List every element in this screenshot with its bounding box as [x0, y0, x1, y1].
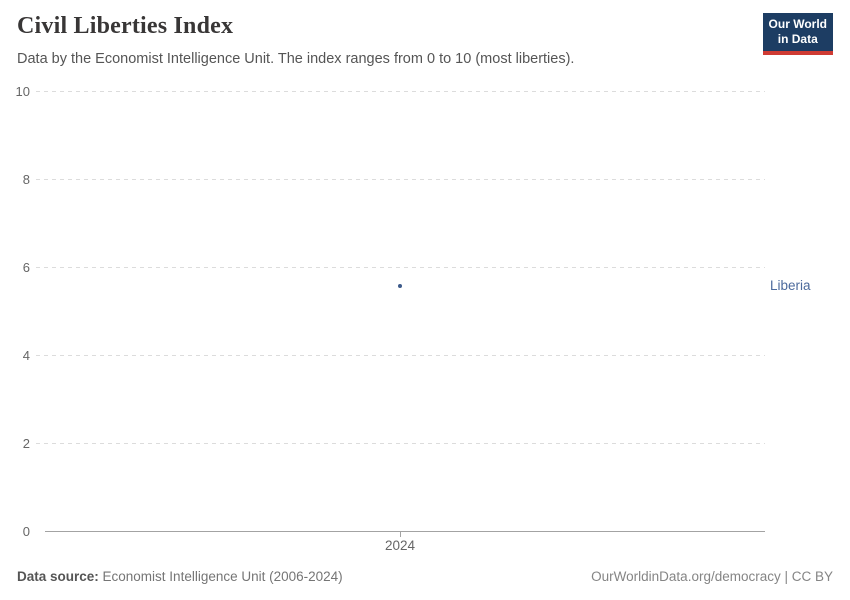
y-axis-tick-label: 8	[22, 171, 30, 187]
y-axis-tick-label: 4	[22, 347, 30, 363]
y-axis-tick-label: 6	[22, 259, 30, 275]
footer-license-link[interactable]: OurWorldinData.org/democracy | CC BY	[591, 569, 833, 584]
gridline	[36, 355, 765, 356]
owid-logo-line2: in Data	[777, 32, 818, 46]
gridline	[36, 267, 765, 268]
x-axis-tick	[400, 532, 401, 537]
chart-title: Civil Liberties Index	[17, 13, 234, 39]
x-axis-tick-label: 2024	[384, 538, 416, 553]
gridline	[36, 91, 765, 92]
data-source-note: Data source: Economist Intelligence Unit…	[17, 569, 343, 584]
data-source-text: Economist Intelligence Unit (2006-2024)	[98, 569, 343, 584]
y-axis-tick-label: 2	[22, 435, 30, 451]
data-source-label: Data source:	[17, 569, 99, 584]
gridline	[36, 443, 765, 444]
y-axis-tick-label: 0	[22, 523, 30, 539]
x-axis-line	[45, 531, 765, 532]
chart-subtitle: Data by the Economist Intelligence Unit.…	[17, 51, 575, 67]
gridline	[36, 179, 765, 180]
entity-label-liberia[interactable]: Liberia	[770, 278, 811, 294]
y-axis-tick-label: 10	[15, 83, 30, 99]
data-point-liberia[interactable]	[398, 283, 402, 288]
owid-logo-line1: Our World	[768, 17, 827, 31]
owid-logo[interactable]: Our World in Data	[762, 13, 833, 55]
